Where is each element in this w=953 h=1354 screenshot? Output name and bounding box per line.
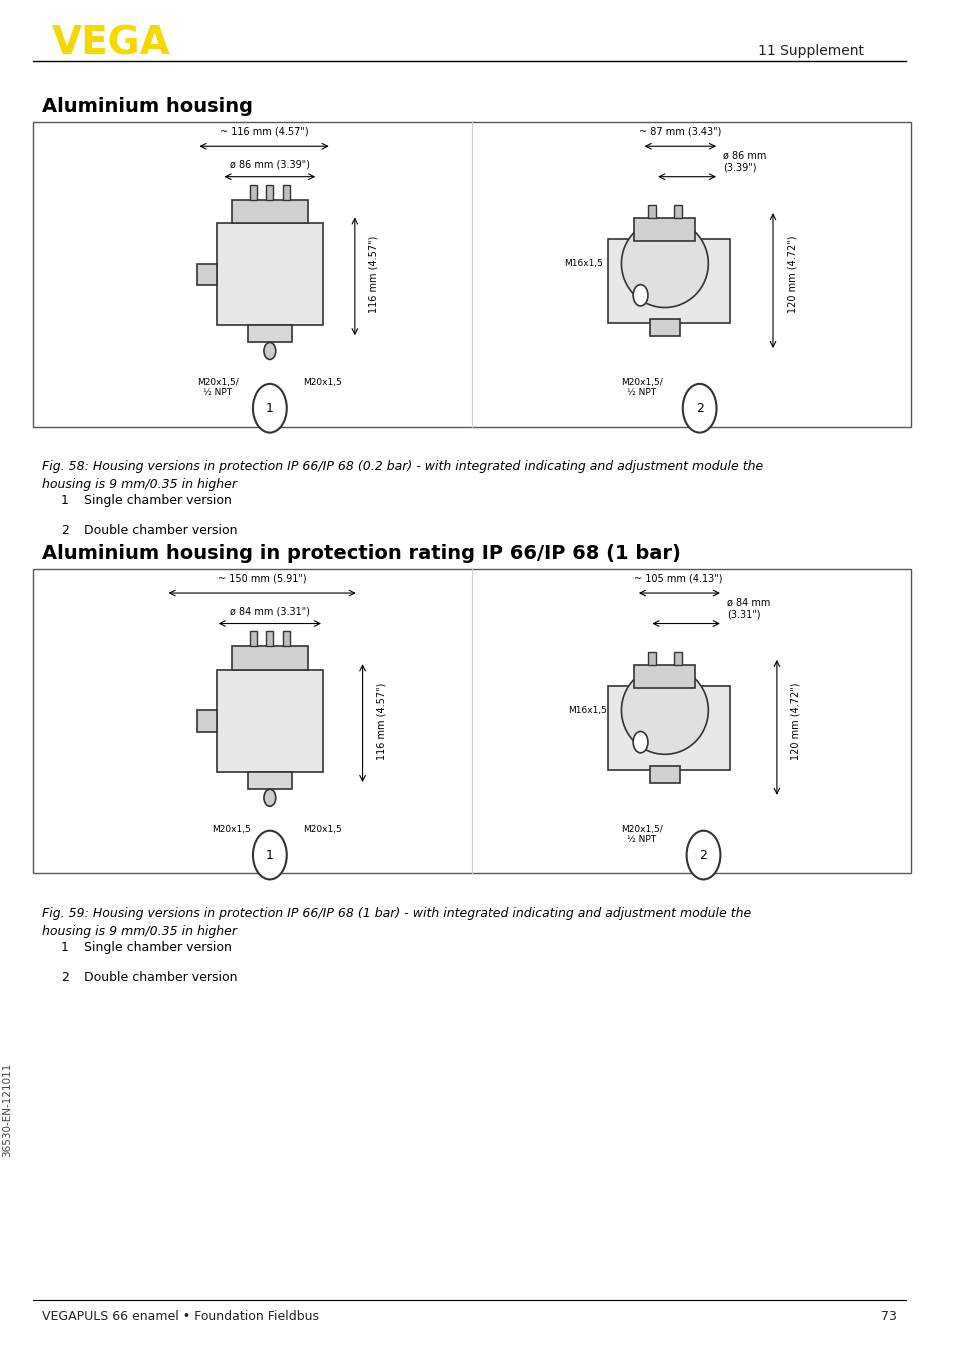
Text: Fig. 59: Housing versions in protection IP 66/IP 68 (1 bar) - with integrated in: Fig. 59: Housing versions in protection … [42, 907, 751, 938]
Bar [266, 631, 274, 646]
Text: Fig. 58: Housing versions in protection IP 66/IP 68 (0.2 bar) - with integrated : Fig. 58: Housing versions in protection … [42, 460, 762, 492]
Text: Aluminium housing in protection rating IP 66/IP 68 (1 bar): Aluminium housing in protection rating I… [42, 544, 680, 563]
Text: Single chamber version: Single chamber version [85, 494, 233, 508]
Text: 1: 1 [61, 494, 69, 508]
Circle shape [633, 731, 647, 753]
Circle shape [253, 383, 287, 432]
Text: ~ 116 mm (4.57"): ~ 116 mm (4.57") [219, 127, 308, 137]
Text: ø 84 mm (3.31"): ø 84 mm (3.31") [230, 607, 310, 617]
Text: M20x1,5/
½ NPT: M20x1,5/ ½ NPT [620, 378, 662, 397]
Bar [674, 204, 681, 218]
Circle shape [253, 830, 287, 880]
Text: 1: 1 [266, 849, 274, 861]
Bar [674, 651, 681, 665]
Bar [232, 199, 308, 223]
Text: Double chamber version: Double chamber version [85, 971, 237, 984]
Ellipse shape [620, 219, 707, 307]
Bar [634, 218, 695, 241]
Text: 1: 1 [266, 402, 274, 414]
Bar [649, 766, 679, 783]
Text: ~ 150 mm (5.91"): ~ 150 mm (5.91") [217, 574, 306, 584]
Bar [197, 264, 216, 284]
Text: 73: 73 [880, 1309, 896, 1323]
Bar [247, 325, 292, 343]
Text: ø 86 mm
(3.39"): ø 86 mm (3.39") [722, 152, 765, 172]
Text: ~ 105 mm (4.13"): ~ 105 mm (4.13") [634, 574, 721, 584]
Circle shape [686, 830, 720, 880]
Ellipse shape [620, 666, 707, 754]
Text: M20x1,5/
½ NPT: M20x1,5/ ½ NPT [196, 378, 238, 397]
Bar [647, 204, 655, 218]
Text: 2: 2 [61, 971, 69, 984]
Text: 120 mm (4.72"): 120 mm (4.72") [790, 682, 801, 760]
Circle shape [264, 343, 275, 359]
Bar [32, 569, 910, 873]
Text: 2: 2 [61, 524, 69, 538]
Text: VEGA: VEGA [51, 24, 171, 62]
Text: 120 mm (4.72"): 120 mm (4.72") [786, 236, 797, 313]
Bar [250, 631, 256, 646]
Bar [266, 184, 274, 199]
Bar [608, 240, 729, 324]
Bar [250, 184, 256, 199]
Bar [216, 670, 323, 772]
Text: Single chamber version: Single chamber version [85, 941, 233, 955]
Bar [647, 651, 655, 665]
Text: 2: 2 [699, 849, 707, 861]
Text: 116 mm (4.57"): 116 mm (4.57") [376, 682, 386, 760]
Circle shape [682, 383, 716, 432]
Text: 2: 2 [695, 402, 703, 414]
Text: M16x1,5: M16x1,5 [564, 259, 602, 268]
Text: M20x1,5: M20x1,5 [302, 378, 341, 387]
Text: ~ 87 mm (3.43"): ~ 87 mm (3.43") [639, 127, 720, 137]
Text: Aluminium housing: Aluminium housing [42, 97, 253, 116]
Text: ø 84 mm
(3.31"): ø 84 mm (3.31") [726, 598, 769, 620]
Bar [283, 631, 290, 646]
Circle shape [264, 789, 275, 807]
Text: 11 Supplement: 11 Supplement [757, 45, 862, 58]
Text: M20x1,5: M20x1,5 [212, 825, 251, 834]
Circle shape [633, 284, 647, 306]
Bar [247, 772, 292, 789]
Bar [283, 184, 290, 199]
Bar [608, 686, 729, 770]
Text: Double chamber version: Double chamber version [85, 524, 237, 538]
Text: 36530-EN-121011: 36530-EN-121011 [3, 1063, 12, 1158]
Bar [197, 711, 216, 731]
Bar [216, 223, 323, 325]
Text: 1: 1 [61, 941, 69, 955]
Bar [232, 646, 308, 670]
Bar [649, 320, 679, 336]
Text: M16x1,5: M16x1,5 [568, 705, 606, 715]
Bar [634, 665, 695, 688]
Text: M20x1,5: M20x1,5 [302, 825, 341, 834]
Text: 116 mm (4.57"): 116 mm (4.57") [369, 236, 378, 313]
Text: VEGAPULS 66 enamel • Foundation Fieldbus: VEGAPULS 66 enamel • Foundation Fieldbus [42, 1309, 319, 1323]
Text: M20x1,5/
½ NPT: M20x1,5/ ½ NPT [620, 825, 662, 844]
Text: ø 86 mm (3.39"): ø 86 mm (3.39") [230, 160, 310, 169]
Bar [32, 122, 910, 427]
